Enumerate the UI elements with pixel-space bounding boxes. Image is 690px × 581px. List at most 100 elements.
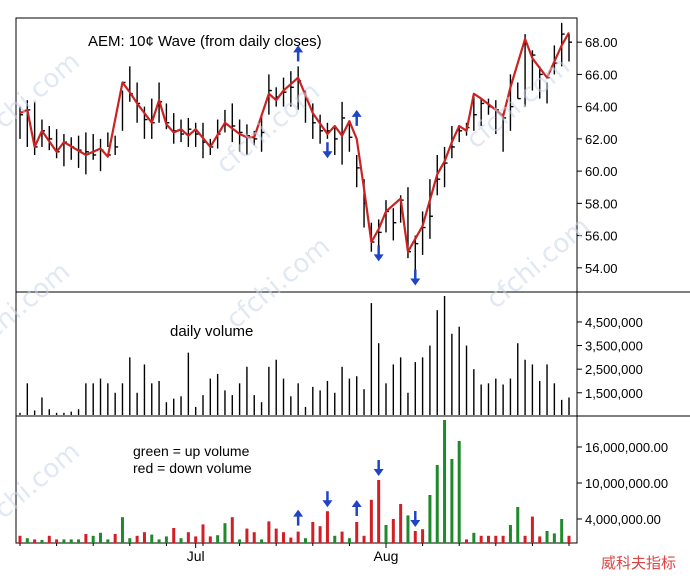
updown-volume-bar bbox=[33, 539, 37, 543]
price-bar bbox=[55, 129, 60, 159]
price-title: AEM: 10¢ Wave (from daily closes) bbox=[88, 33, 322, 50]
updown-volume-bar bbox=[252, 532, 256, 543]
updown-volume-bar bbox=[516, 507, 520, 543]
updown-axis-label: 4,000,000.00 bbox=[585, 512, 661, 527]
updown-volume-bar bbox=[106, 539, 110, 543]
updown-legend-line: red = down volume bbox=[133, 460, 252, 476]
updown-volume-bar bbox=[362, 535, 366, 543]
updown-volume-bar bbox=[530, 516, 534, 543]
updown-volume-bar bbox=[201, 524, 205, 543]
price-bar bbox=[238, 119, 243, 152]
price-axis-label: 60.00 bbox=[585, 164, 618, 179]
price-bar bbox=[187, 117, 192, 147]
updown-volume-bar bbox=[223, 523, 227, 543]
updown-volume-bar bbox=[421, 529, 425, 543]
updown-volume-bar bbox=[164, 536, 168, 543]
updown-volume-bar bbox=[391, 519, 395, 543]
updown-volume-bar bbox=[567, 535, 571, 543]
updown-volume-bar bbox=[428, 495, 432, 543]
updown-volume-bar bbox=[413, 531, 417, 543]
updown-volume-bar bbox=[179, 538, 183, 543]
updown-volume-bar bbox=[450, 459, 454, 543]
x-axis-label: Jul bbox=[187, 548, 205, 564]
updown-volume-bar bbox=[84, 534, 88, 543]
price-bar bbox=[443, 146, 448, 188]
price-bar bbox=[99, 138, 104, 172]
volume-axis-label: 4,500,000 bbox=[585, 315, 643, 330]
wave-line bbox=[19, 31, 570, 253]
down-arrow-icon bbox=[410, 269, 421, 286]
updown-axis-label: 16,000,000.00 bbox=[585, 440, 668, 455]
up-arrow-icon bbox=[293, 45, 304, 62]
down-arrow-icon bbox=[373, 245, 384, 262]
updown-volume-bar bbox=[318, 526, 322, 543]
updown-volume-bar bbox=[369, 499, 373, 543]
updown-volume-bar bbox=[552, 533, 556, 543]
updown-volume-bar bbox=[340, 531, 344, 543]
updown-volume-bar bbox=[377, 480, 381, 543]
updown-volume-bar bbox=[40, 540, 44, 543]
updown-volume-bar bbox=[18, 535, 22, 543]
price-bar bbox=[517, 82, 521, 100]
updown-volume-bar bbox=[472, 532, 476, 543]
price-bar bbox=[194, 122, 199, 147]
updown-volume-bar bbox=[186, 532, 190, 543]
updown-volume-bar bbox=[47, 535, 51, 543]
price-bar bbox=[319, 114, 324, 144]
price-bar bbox=[231, 103, 236, 143]
updown-volume-bar bbox=[523, 535, 527, 543]
updown-volume-bar bbox=[311, 522, 315, 543]
price-bar bbox=[385, 200, 389, 233]
updown-volume-bar bbox=[486, 535, 490, 543]
updown-volume-bar bbox=[465, 539, 469, 543]
updown-volume-bar bbox=[230, 517, 234, 543]
updown-volume-bar bbox=[399, 504, 403, 543]
updown-axis-label: 10,000,000.00 bbox=[585, 476, 668, 491]
price-bar bbox=[92, 134, 97, 160]
updown-volume-bar bbox=[303, 538, 307, 543]
volume-axis-label: 3,500,000 bbox=[585, 339, 643, 354]
price-bar bbox=[260, 114, 265, 152]
down-arrow-icon bbox=[410, 511, 421, 527]
updown-volume-bar bbox=[55, 539, 59, 543]
price-bar bbox=[114, 135, 119, 155]
price-bar bbox=[414, 235, 419, 272]
updown-volume-bar bbox=[355, 522, 359, 543]
price-axis-label: 56.00 bbox=[585, 229, 618, 244]
chart-frame bbox=[15, 17, 578, 544]
price-bar bbox=[392, 208, 397, 241]
price-bar bbox=[568, 34, 572, 62]
up-arrow-icon bbox=[351, 500, 362, 516]
price-bar bbox=[290, 71, 294, 107]
updown-volume-bar bbox=[157, 539, 161, 543]
down-arrow-icon bbox=[322, 142, 333, 159]
updown-volume-bar bbox=[289, 537, 293, 543]
price-bar bbox=[377, 219, 382, 249]
updown-volume-bar bbox=[135, 535, 139, 543]
up-arrow-icon bbox=[293, 509, 304, 526]
price-bar bbox=[334, 125, 338, 155]
updown-volume-bar bbox=[457, 441, 461, 543]
price-axis-label: 64.00 bbox=[585, 100, 618, 115]
price-bar bbox=[121, 81, 126, 131]
updown-volume-bar bbox=[113, 534, 117, 543]
price-bar bbox=[348, 122, 353, 152]
updown-volume-bar bbox=[150, 534, 154, 543]
updown-volume-bar bbox=[508, 525, 512, 543]
down-arrow-icon bbox=[322, 491, 333, 508]
updown-volume-bar bbox=[560, 519, 564, 543]
price-axis-label: 58.00 bbox=[585, 196, 618, 211]
volume-axis-label: 2,500,000 bbox=[585, 362, 643, 377]
updown-volume-bar bbox=[128, 538, 132, 543]
price-bar bbox=[539, 66, 543, 99]
price-bar bbox=[180, 119, 185, 143]
updown-volume-bar bbox=[69, 539, 73, 543]
price-bar bbox=[48, 125, 53, 151]
updown-volume-bar bbox=[282, 532, 286, 543]
updown-volume-bar bbox=[260, 539, 264, 543]
updown-volume-bar bbox=[216, 535, 220, 543]
price-bar bbox=[473, 93, 477, 131]
price-bar bbox=[85, 132, 89, 175]
updown-volume-bar bbox=[238, 539, 242, 543]
